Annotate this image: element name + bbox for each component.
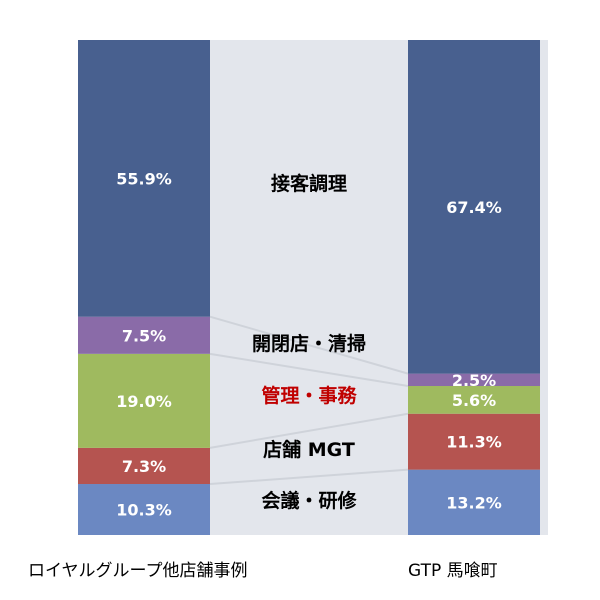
bar-segment-1-4 — [408, 40, 540, 374]
bar-segment-1-0 — [408, 469, 540, 535]
connector-line-0 — [209, 468, 409, 486]
bar-segment-1-2 — [408, 386, 540, 414]
series-label-1: 店舗 MGT — [263, 438, 355, 461]
data-label-1-2: 5.6% — [452, 391, 496, 410]
series-label-2: 管理・事務 — [261, 384, 357, 407]
data-label-1-4: 67.4% — [446, 198, 502, 217]
connector-line-2 — [209, 352, 409, 387]
data-label-1-0: 13.2% — [446, 493, 502, 512]
data-label-0-1: 7.3% — [122, 457, 166, 476]
series-label-3: 開閉店・清掃 — [252, 332, 366, 355]
x-tick-label-0: ロイヤルグループ他店舗事例 — [28, 561, 247, 581]
bars — [78, 40, 540, 535]
data-label-0-2: 19.0% — [116, 392, 172, 411]
x-tick-label-1: GTP 馬喰町 — [408, 561, 498, 581]
bar-segment-0-1 — [78, 447, 210, 485]
data-label-0-3: 7.5% — [122, 326, 166, 345]
segment-labels: 10.3% 7.3% 19.0% 7.5% 55.9% 13.2% 11.3% 5.6%2.5… — [116, 169, 502, 519]
data-label-0-0: 10.3% — [116, 501, 172, 520]
bar-segment-0-2 — [78, 353, 210, 448]
bar-segment-0-0 — [78, 484, 210, 535]
series-label-4: 接客調理 — [271, 172, 347, 195]
connector-line-1 — [209, 412, 409, 449]
bar-segment-1-1 — [408, 413, 540, 470]
data-label-1-3: 2.5% — [452, 371, 496, 390]
series-label-0: 会議・研修 — [261, 489, 357, 512]
data-label-1-1: 11.3% — [446, 433, 502, 452]
bar-segment-0-4 — [78, 40, 210, 317]
data-label-0-4: 55.9% — [116, 169, 172, 188]
bar-segment-1-3 — [408, 373, 540, 387]
connector-line-3 — [209, 315, 409, 375]
bar-segment-0-3 — [78, 316, 210, 354]
connector-lines — [209, 315, 409, 486]
